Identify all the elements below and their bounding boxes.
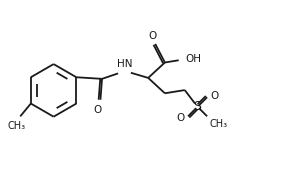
Text: O: O [177, 113, 185, 123]
Text: O: O [148, 31, 157, 41]
Text: HN: HN [118, 59, 133, 69]
Text: OH: OH [185, 54, 201, 64]
Text: CH₃: CH₃ [8, 121, 26, 131]
Text: CH₃: CH₃ [210, 119, 228, 129]
Text: S: S [194, 100, 202, 113]
Text: O: O [210, 91, 218, 101]
Text: O: O [94, 105, 102, 116]
